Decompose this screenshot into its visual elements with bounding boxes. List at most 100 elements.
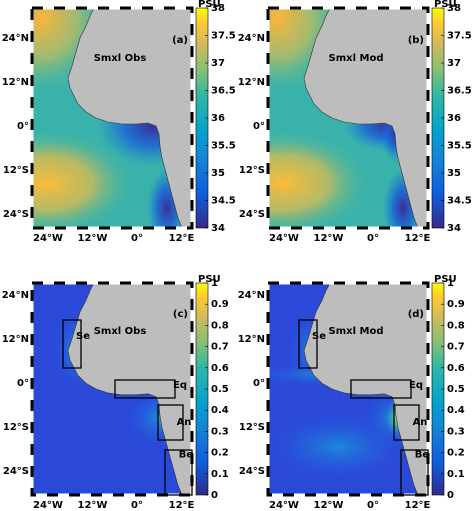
- lon-tick-label: 12°E: [405, 233, 431, 244]
- lat-tick-label: 24°S: [239, 466, 265, 477]
- colorbar-tick-label: 35.5: [211, 141, 236, 152]
- lat-tick-label: 24°N: [2, 33, 29, 44]
- colorbar-tick-label: 0.5: [447, 384, 465, 395]
- lat-tick-label: 12°N: [2, 334, 29, 345]
- lon-tick-label: 0°: [367, 233, 379, 244]
- lat-tick-label: 0°: [17, 378, 29, 389]
- panel-tag: (a): [172, 35, 188, 46]
- region-box: [62, 319, 82, 369]
- colorbar-unit: PSU: [434, 274, 457, 285]
- lat-tick-label: 24°N: [2, 290, 29, 301]
- colorbar-tick-label: 35.5: [447, 141, 472, 152]
- lon-tick-label: 12°E: [169, 500, 195, 511]
- colorbar-tick-label: 37: [211, 58, 225, 69]
- frame: [266, 281, 430, 497]
- colorbar-tick-label: 0.6: [211, 363, 229, 374]
- region-box: [298, 319, 318, 369]
- lon-tick-label: 0°: [131, 233, 143, 244]
- map-panel: [268, 8, 428, 228]
- map-panel: [32, 8, 192, 228]
- lat-tick-label: 0°: [253, 121, 265, 132]
- colorbar-tick-label: 34.5: [211, 196, 236, 207]
- colorbar-tick-label: 0.8: [211, 320, 229, 331]
- panel-tag: (c): [173, 309, 188, 320]
- region-box: [114, 379, 176, 399]
- colorbar-tick-label: 0.9: [211, 299, 229, 310]
- panel-tag: (b): [408, 35, 424, 46]
- colorbar-tick-label: 37.5: [447, 31, 472, 42]
- map-panel: [32, 283, 192, 495]
- lon-tick-label: 24°W: [33, 500, 63, 511]
- colorbar-tick-label: 37.5: [211, 31, 236, 42]
- lat-tick-label: 12°S: [3, 422, 29, 433]
- colorbar-tick-label: 0.9: [447, 299, 465, 310]
- colorbar-tick-label: 0: [447, 490, 454, 501]
- colorbar-tick-label: 0.7: [211, 342, 229, 353]
- panel-title: Smxl Mod: [329, 326, 384, 337]
- field-patch: [268, 413, 408, 481]
- lon-tick-label: 12°E: [405, 500, 431, 511]
- lat-tick-label: 0°: [17, 121, 29, 132]
- lon-tick-label: 0°: [131, 500, 143, 511]
- colorbar-tick-label: 36: [211, 113, 225, 124]
- panel-title: Smxl Obs: [94, 326, 147, 337]
- colorbar-tick-label: 0.2: [447, 448, 465, 459]
- lon-tick-label: 12°W: [78, 500, 108, 511]
- colorbar-tick-label: 0.3: [211, 426, 229, 437]
- colorbar-tick-label: 0: [211, 490, 218, 501]
- lon-tick-label: 12°W: [78, 233, 108, 244]
- colorbar-tick-label: 0.8: [447, 320, 465, 331]
- region-box: [350, 379, 412, 399]
- field-patch: [268, 128, 373, 228]
- colorbar-tick-label: 0.1: [447, 469, 465, 480]
- colorbar-tick-label: 36.5: [447, 86, 472, 97]
- lon-tick-label: 12°W: [314, 233, 344, 244]
- region-box: [400, 449, 429, 496]
- frame: [30, 281, 194, 497]
- colorbar-tick-label: 35: [211, 168, 225, 179]
- colorbar-tick-label: 37: [447, 58, 461, 69]
- lat-tick-label: 24°S: [239, 209, 265, 220]
- lon-tick-label: 0°: [367, 500, 379, 511]
- colorbar-tick-label: 34: [447, 223, 461, 234]
- field-patch: [32, 128, 137, 228]
- panel-tag: (d): [408, 309, 424, 320]
- colorbar-tick-label: 34.5: [447, 196, 472, 207]
- colorbar-tick-label: 36.5: [211, 86, 236, 97]
- frame: [266, 6, 430, 230]
- colorbar-tick-label: 1: [211, 278, 218, 289]
- colorbar-tick-label: 0.2: [211, 448, 229, 459]
- frame: [30, 6, 194, 230]
- panel-title: Smxl Obs: [94, 53, 147, 64]
- lat-tick-label: 24°S: [3, 209, 29, 220]
- colorbar-tick-label: 0.6: [447, 363, 465, 374]
- region-label: Eq: [173, 380, 187, 391]
- colorbar-tick-label: 38: [447, 3, 461, 14]
- region-box: [157, 404, 184, 441]
- colorbar-tick-label: 38: [211, 3, 225, 14]
- lon-tick-label: 12°W: [314, 500, 344, 511]
- colorbar-tick-label: 0.1: [211, 469, 229, 480]
- lat-tick-label: 12°S: [239, 422, 265, 433]
- lon-tick-label: 12°E: [169, 233, 195, 244]
- lat-tick-label: 12°N: [2, 77, 29, 88]
- lat-tick-label: 24°N: [238, 33, 265, 44]
- region-label: Be: [415, 450, 430, 461]
- lon-tick-label: 24°W: [33, 233, 63, 244]
- colorbar-tick-label: 0.4: [447, 405, 465, 416]
- colorbar-tick-label: 34: [211, 223, 225, 234]
- lat-tick-label: 24°N: [238, 290, 265, 301]
- colorbar-tick-label: 1: [447, 278, 454, 289]
- region-label: Eq: [409, 380, 423, 391]
- region-box: [164, 449, 193, 496]
- colorbar-tick-label: 0.4: [211, 405, 229, 416]
- colorbar-tick-label: 35: [447, 168, 461, 179]
- colorbar-unit: PSU: [434, 0, 457, 10]
- colorbar-tick-label: 0.3: [447, 426, 465, 437]
- region-label: Se: [312, 331, 326, 342]
- lon-tick-label: 24°W: [269, 233, 299, 244]
- region-label: An: [413, 417, 428, 428]
- colorbar-tick-label: 0.5: [211, 384, 229, 395]
- lon-tick-label: 24°W: [269, 500, 299, 511]
